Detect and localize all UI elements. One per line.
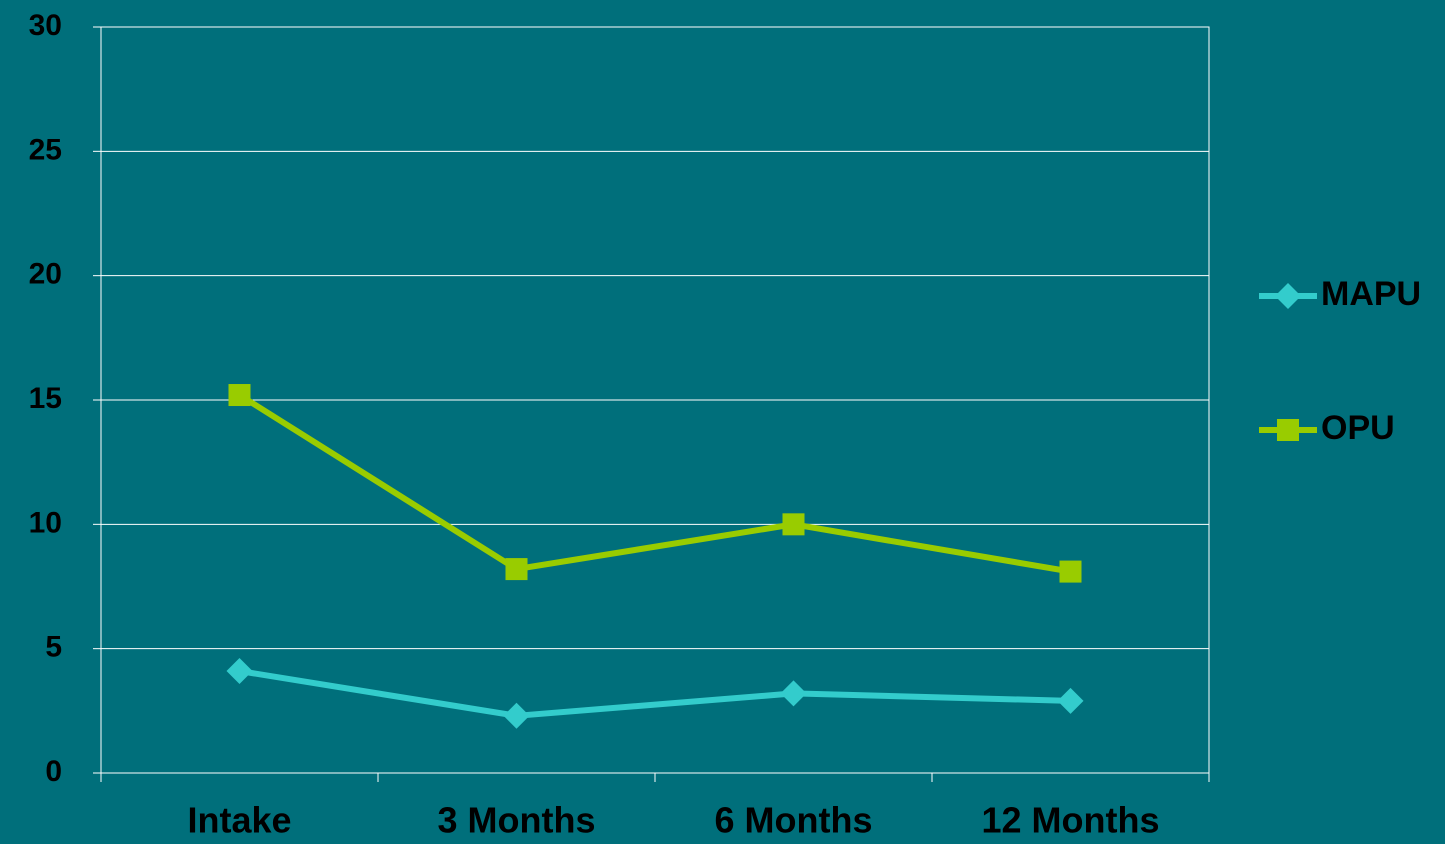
- legend-marker: [1277, 419, 1299, 441]
- series-line: [239, 668, 1071, 719]
- series-line: [237, 392, 1072, 575]
- data-point: [1059, 560, 1082, 583]
- data-point: [780, 680, 807, 707]
- data-point: [505, 558, 528, 581]
- data-point: [503, 702, 530, 729]
- legend-label: OPU: [1321, 409, 1395, 447]
- y-tick-label: 20: [29, 258, 62, 291]
- legend-label: MAPU: [1321, 275, 1421, 313]
- y-tick-label: 15: [29, 382, 62, 415]
- data-point: [226, 658, 253, 685]
- y-tick-label: 10: [29, 506, 62, 539]
- y-tick-label: 0: [45, 755, 62, 788]
- x-tick-label: 3 Months: [438, 800, 596, 841]
- y-tick-label: 5: [45, 631, 62, 664]
- legend-marker: [1275, 283, 1301, 309]
- y-tick-label: 25: [29, 133, 62, 166]
- data-point: [228, 384, 251, 407]
- x-tick-label: 12 Months: [981, 800, 1159, 841]
- data-point: [782, 513, 805, 536]
- x-tick-label: 6 Months: [715, 800, 873, 841]
- data-point: [1057, 687, 1084, 714]
- x-tick-label: Intake: [187, 800, 291, 841]
- y-tick-label: 30: [29, 9, 62, 42]
